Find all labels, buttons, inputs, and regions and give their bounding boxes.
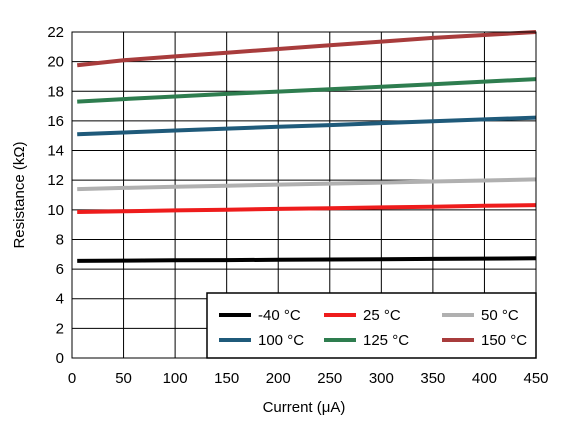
y-tick-label: 10 (47, 202, 64, 219)
y-tick-label: 12 (47, 172, 64, 189)
series-line (77, 256, 537, 263)
series-line (76, 30, 537, 68)
y-tick-label: 6 (56, 261, 64, 278)
x-tick-label: 150 (214, 370, 239, 387)
series-line (77, 203, 537, 214)
x-tick-label: 450 (523, 370, 548, 387)
legend: -40 °C 25 °C 50 °C 100 °C 125 °C 150 °C (206, 292, 537, 359)
legend-label: 125 °C (363, 332, 409, 349)
x-tick-label: 200 (266, 370, 291, 387)
y-tick-label: 16 (47, 113, 64, 130)
x-axis-title: Current (μA) (263, 399, 346, 416)
series-layer (76, 30, 537, 263)
x-tick-label: 250 (317, 370, 342, 387)
y-tick-label: 0 (56, 350, 64, 367)
y-tick-label: 20 (47, 54, 64, 71)
y-tick-label: 8 (56, 231, 64, 248)
legend-label: 150 °C (481, 332, 527, 349)
x-tick-label: 350 (420, 370, 445, 387)
legend-label: 25 °C (363, 307, 401, 324)
x-tick-label: 100 (163, 370, 188, 387)
series-line (77, 177, 537, 192)
y-tick-label: 18 (47, 83, 64, 100)
legend-label: -40 °C (258, 307, 301, 324)
y-tick-label: 22 (47, 24, 64, 41)
x-tick-labels: 0 50 100 150 200 250 300 350 400 450 (68, 370, 549, 387)
x-tick-label: 0 (68, 370, 76, 387)
x-tick-label: 50 (115, 370, 132, 387)
legend-box (206, 292, 537, 359)
legend-label: 50 °C (481, 307, 519, 324)
series-line (77, 77, 537, 104)
y-axis-title: Resistance (kΩ) (11, 141, 28, 248)
y-tick-labels: 0 2 4 6 8 10 12 14 16 18 20 22 (47, 24, 64, 367)
y-tick-label: 14 (47, 143, 64, 160)
legend-label: 100 °C (258, 332, 304, 349)
y-tick-label: 4 (56, 291, 64, 308)
x-tick-label: 300 (369, 370, 394, 387)
y-tick-label: 2 (56, 320, 64, 337)
x-tick-label: 400 (472, 370, 497, 387)
series-line (77, 115, 537, 137)
